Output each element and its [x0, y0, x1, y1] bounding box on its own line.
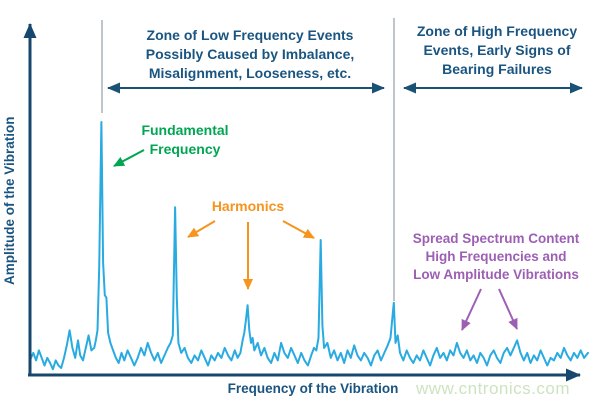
harmonics-arrow-right [282, 220, 315, 239]
spread-arrow-left [461, 288, 482, 331]
watermark-text: www.cntronics.com [416, 379, 570, 398]
x-axis-label: Frequency of the Vibration [227, 381, 399, 396]
spread-arrow-right [498, 288, 518, 330]
low-zone-label: Zone of Low Frequency Events Possibly Ca… [145, 27, 355, 81]
spread-spectrum-label: Spread Spectrum Content High Frequencies… [412, 231, 580, 282]
spectrum-line [29, 121, 589, 371]
y-axis-label: Amplitude of the Vibration [2, 116, 17, 286]
fundamental-arrow [113, 149, 145, 167]
harmonics-label: Harmonics [211, 198, 285, 214]
high-zone-label: Zone of High Frequency Events, Early Sig… [416, 23, 578, 77]
fundamental-frequency-label: Fundamental Frequency [141, 122, 229, 157]
harmonics-arrow-left [187, 220, 216, 238]
